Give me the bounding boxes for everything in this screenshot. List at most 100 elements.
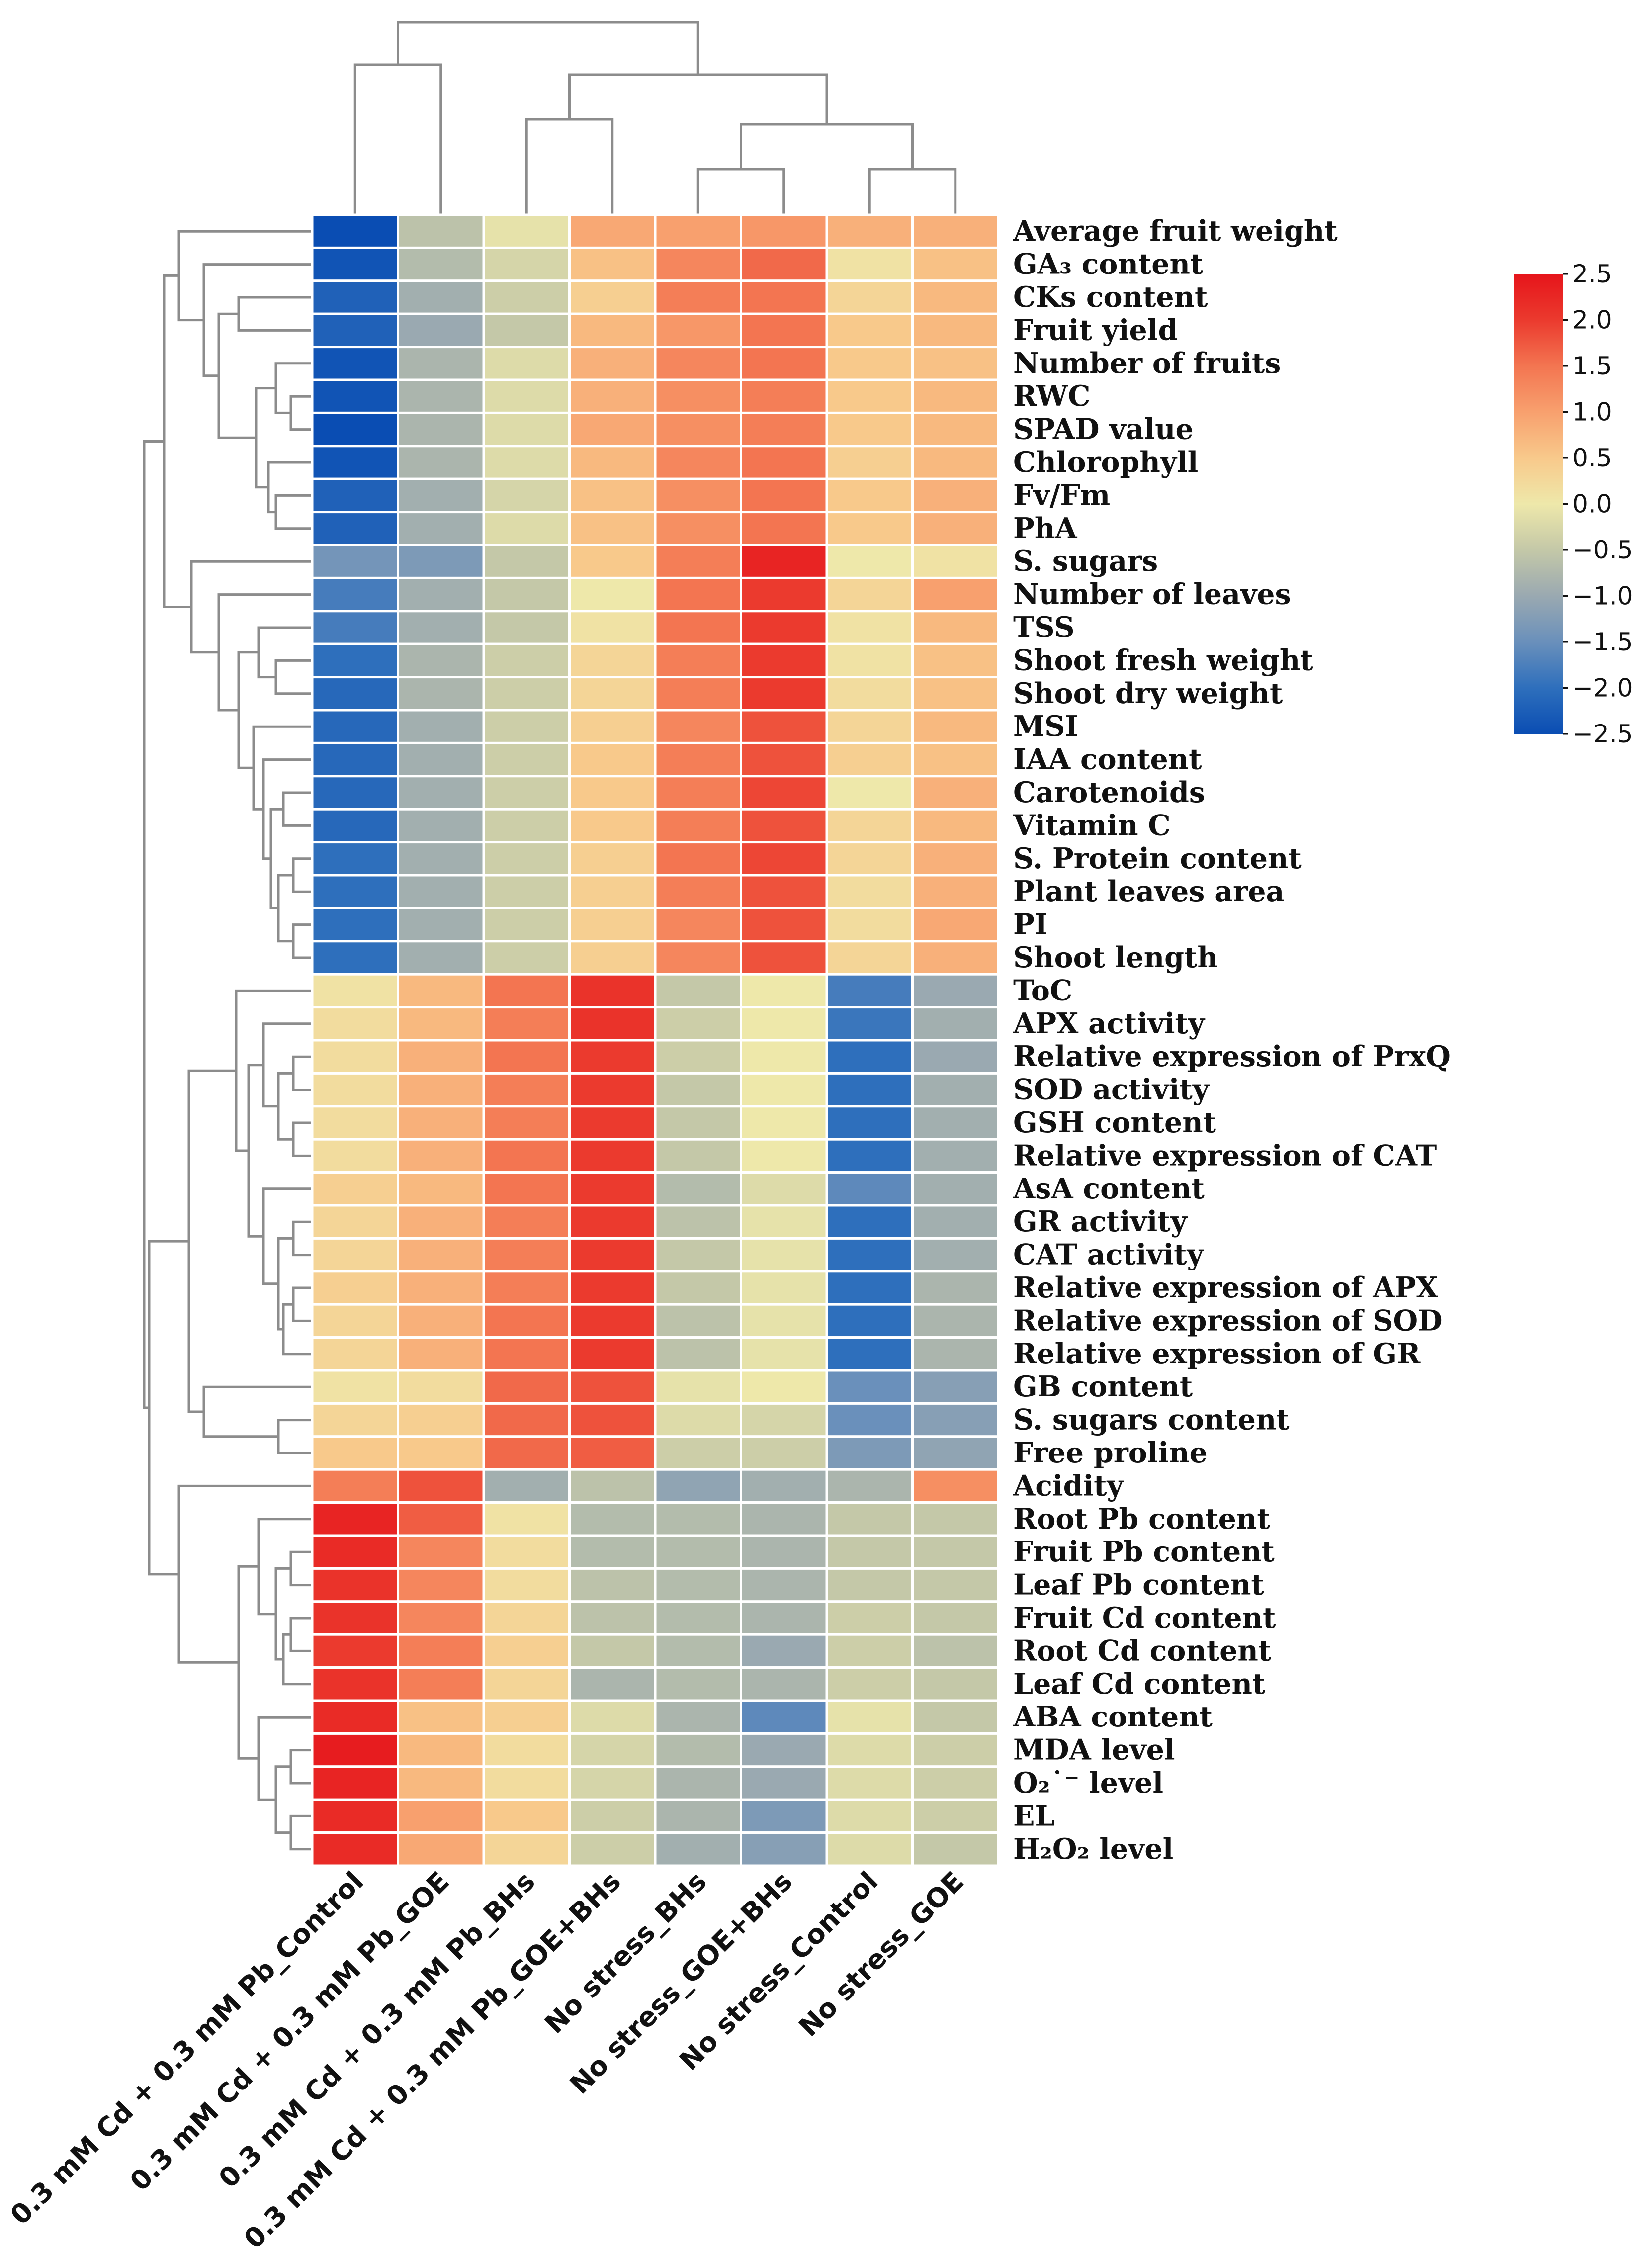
heatmap-cell [397,576,485,613]
heatmap-cell [911,445,1000,480]
heatmap-cell [911,1072,1000,1108]
heatmap-cell [568,346,657,381]
heatmap-cell [825,1204,914,1240]
row-label: Root Cd content [1013,1634,1272,1667]
heatmap-cell [482,1006,571,1042]
heatmap-cell [654,1402,742,1438]
heatmap-cell [568,1006,657,1042]
dendrogram-link [277,1237,293,1331]
dendrogram-link [696,168,785,215]
dendrogram-link [353,63,442,215]
heatmap-cell [397,1006,485,1042]
heatmap-cell [397,445,485,480]
heatmap-cell [568,1699,657,1735]
heatmap-cell [654,246,742,282]
heatmap-cell [311,1732,399,1768]
heatmap-cell [911,1567,1000,1603]
heatmap-cell [397,477,485,514]
row-label: S. sugars content [1013,1403,1290,1437]
heatmap-cell [311,346,399,381]
dendrogram-link [257,1518,312,1616]
row-label: ToC [1013,974,1072,1007]
heatmap-cell [654,610,742,645]
heatmap-cell [482,312,571,349]
heatmap-cell [911,1765,1000,1801]
heatmap-cell [911,709,1000,744]
heatmap-cell [311,874,399,909]
heatmap-cell [482,346,571,381]
heatmap-cell [482,1600,571,1636]
heatmap-cell [311,1699,399,1735]
heatmap-cell [568,1237,657,1273]
row-label: Shoot length [1013,941,1218,974]
row-label: Relative expression of SOD [1013,1304,1443,1337]
heatmap-cell [397,378,485,414]
heatmap-cell [911,907,1000,943]
heatmap-cell [654,1369,742,1405]
heatmap-cell [911,1237,1000,1273]
heatmap-cell [911,378,1000,414]
heatmap-cell [482,1072,571,1108]
heatmap-cell [482,445,571,480]
dendrogram-link [262,1022,312,1108]
heatmap-cell [482,1831,571,1867]
heatmap-cell [482,841,571,877]
heatmap-cells [311,213,1000,1867]
heatmap-cell [482,940,571,976]
heatmap-cell [740,907,828,943]
row-label: TSS [1013,611,1075,644]
heatmap-cell [740,1303,828,1339]
heatmap-cell [654,544,742,579]
heatmap-cell [568,1666,657,1702]
heatmap-cell [911,610,1000,645]
heatmap-cell [482,1765,571,1801]
heatmap-cell [740,841,828,877]
heatmap-cell [568,1402,657,1438]
row-label: Relative expression of APX [1013,1271,1438,1304]
heatmap-cell [311,1138,399,1174]
dendrogram-link [177,230,312,322]
heatmap-cell [568,477,657,514]
heatmap-cell [568,1105,657,1141]
heatmap-cell [482,576,571,613]
row-label: H₂O₂ level [1013,1832,1173,1866]
dendrogram-link [282,1633,312,1686]
dendrogram-link [292,1220,312,1257]
heatmap-cell [911,1699,1000,1735]
heatmap-cell [654,1600,742,1636]
heatmap-cell [397,312,485,349]
heatmap-cell [311,907,399,943]
heatmap-cell [740,279,828,315]
heatmap-cell [740,940,828,976]
heatmap-cell [397,775,485,811]
color-scale-tick-label: 1.5 [1572,352,1612,380]
heatmap-cell [568,378,657,414]
row-label: SOD activity [1013,1073,1210,1106]
dendrogram-link [292,923,312,959]
heatmap-cell [482,1567,571,1603]
heatmap-cell [568,775,657,811]
row-label: PhA [1013,512,1077,545]
heatmap-cell [825,1039,914,1075]
heatmap-cell [825,1567,914,1603]
heatmap-cell [482,741,571,778]
row-label: GB content [1013,1370,1193,1403]
heatmap-cell [654,1072,742,1108]
heatmap-cell [311,511,399,546]
heatmap-cell [911,642,1000,679]
heatmap-cell [397,1237,485,1273]
heatmap-cell [654,445,742,480]
heatmap-cell [311,1402,399,1438]
heatmap-cell [311,642,399,679]
heatmap-cell [311,576,399,613]
heatmap-cell [740,1666,828,1702]
row-label: Leaf Pb content [1013,1568,1264,1602]
row-label: CAT activity [1013,1238,1204,1271]
heatmap-cell [311,1567,399,1603]
heatmap-cell [825,841,914,877]
heatmap-cell [740,411,828,448]
heatmap-cell [911,1402,1000,1438]
column-label: No stress_GOE [793,1866,970,2043]
color-scale-tick-label: 0.0 [1572,490,1612,519]
heatmap-cell [482,1402,571,1438]
